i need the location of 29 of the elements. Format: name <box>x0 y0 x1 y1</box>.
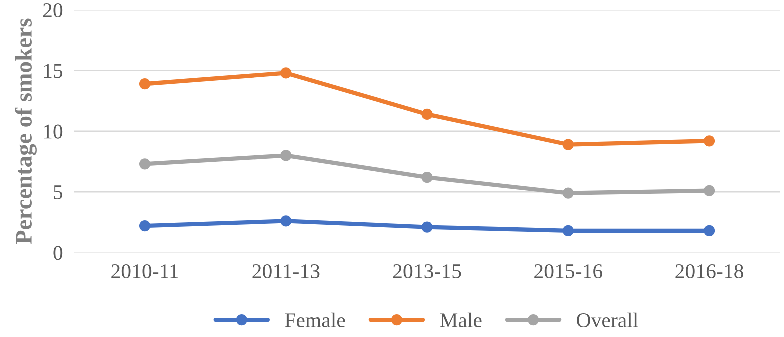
point <box>280 150 292 162</box>
point <box>704 225 716 236</box>
point <box>280 216 292 227</box>
point <box>139 220 151 232</box>
point <box>280 68 292 79</box>
y-tick-label: 5 <box>54 186 63 200</box>
point <box>704 185 716 196</box>
point <box>422 108 433 120</box>
y-tick-label: 15 <box>44 64 63 78</box>
point <box>422 172 433 184</box>
point <box>562 139 574 150</box>
x-tick-label: 2013-15 <box>393 264 462 279</box>
legend-label: Overall <box>577 312 638 328</box>
y-tick-label: 10 <box>44 124 63 139</box>
legend-label: Female <box>285 312 346 328</box>
point <box>562 225 574 236</box>
point <box>422 222 433 233</box>
y-tick-label: 20 <box>43 3 63 18</box>
point <box>562 188 574 199</box>
y-axis-title: Percentage of smokers <box>15 18 37 244</box>
x-tick-label: 2016-18 <box>676 264 744 279</box>
x-tick-label: 2015-16 <box>534 264 602 279</box>
point <box>704 136 716 147</box>
x-tick-label: 2011-13 <box>252 264 320 279</box>
x-tick-label: 2010-11 <box>112 264 178 279</box>
point <box>139 158 151 170</box>
point <box>139 78 151 90</box>
y-tick-label: 0 <box>54 246 63 260</box>
legend-label: Male <box>440 312 482 328</box>
